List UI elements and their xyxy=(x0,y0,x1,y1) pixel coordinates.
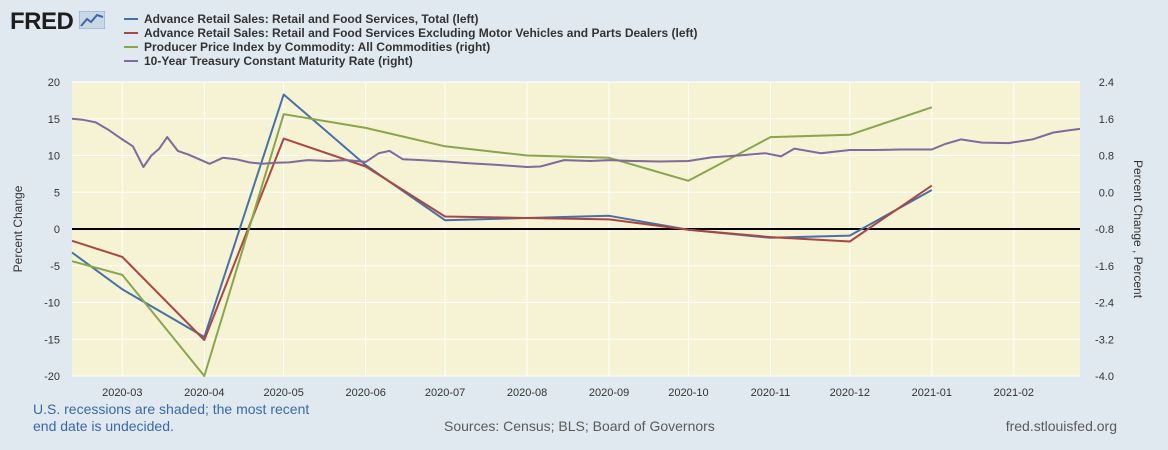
x-axis-tick-label: 2020-08 xyxy=(507,387,547,399)
right-axis-tick-label: 0.0 xyxy=(1099,187,1114,199)
left-axis-tick-label: 20 xyxy=(48,77,60,89)
right-axis-tick-label: 1.6 xyxy=(1099,114,1114,126)
left-axis-tick-label: -5 xyxy=(50,261,60,273)
x-axis-tick-label: 2020-03 xyxy=(102,387,142,399)
legend-label: Producer Price Index by Commodity: All C… xyxy=(144,40,491,54)
series-line-1 xyxy=(71,137,933,341)
sources-text: Sources: Census; BLS; Board of Governors xyxy=(444,418,715,434)
x-axis-tick-label: 2020-09 xyxy=(589,387,629,399)
right-axis-tick-label: 0.8 xyxy=(1099,151,1114,163)
legend-item: Advance Retail Sales: Retail and Food Se… xyxy=(124,12,698,26)
legend-swatch xyxy=(124,32,138,34)
x-axis-tick-label: 2020-05 xyxy=(263,387,303,399)
left-axis-tick-label: -15 xyxy=(44,334,60,346)
site-link[interactable]: fred.stlouisfed.org xyxy=(1005,418,1117,434)
series-line-2 xyxy=(71,106,933,377)
left-axis-tick-label: -10 xyxy=(44,298,60,310)
left-axis-tick-label: 15 xyxy=(48,114,60,126)
legend-item: Advance Retail Sales: Retail and Food Se… xyxy=(124,26,698,40)
legend-label: 10-Year Treasury Constant Maturity Rate … xyxy=(144,54,413,68)
right-axis-tick-label: -3.2 xyxy=(1095,334,1114,346)
right-axis-tick-label: -2.4 xyxy=(1095,298,1114,310)
legend-swatch xyxy=(124,18,138,20)
x-axis-tick-label: 2020-12 xyxy=(830,387,870,399)
x-axis-tick-label: 2020-11 xyxy=(751,387,791,399)
legend-item: Producer Price Index by Commodity: All C… xyxy=(124,40,698,54)
left-axis-tick-label: 10 xyxy=(48,151,60,163)
x-axis-tick-label: 2020-07 xyxy=(425,387,465,399)
right-axis-title: Percent Change , Percent xyxy=(1131,160,1145,299)
recession-note: U.S. recessions are shaded; the most rec… xyxy=(33,401,310,434)
series-line-3 xyxy=(71,117,1081,168)
x-axis-tick-label: 2021-01 xyxy=(912,387,952,399)
x-axis-tick-label: 2020-10 xyxy=(668,387,708,399)
left-axis-tick-label: -20 xyxy=(44,371,60,383)
x-axis-tick-label: 2021-02 xyxy=(994,387,1034,399)
right-axis-tick-label: -4.0 xyxy=(1095,371,1114,383)
fred-logo-text: FRED xyxy=(10,8,74,35)
left-axis-tick-label: 5 xyxy=(54,187,60,199)
left-axis-title: Percent Change xyxy=(11,185,25,272)
right-axis-tick-label: 2.4 xyxy=(1099,77,1114,89)
legend-swatch xyxy=(124,46,138,48)
right-axis-tick-label: -1.6 xyxy=(1095,261,1114,273)
chart-legend: Advance Retail Sales: Retail and Food Se… xyxy=(124,12,698,68)
legend-item: 10-Year Treasury Constant Maturity Rate … xyxy=(124,54,698,68)
legend-swatch xyxy=(124,60,138,62)
legend-label: Advance Retail Sales: Retail and Food Se… xyxy=(144,26,698,40)
left-axis-tick-label: 0 xyxy=(54,224,60,236)
x-axis-tick-label: 2020-06 xyxy=(345,387,385,399)
legend-label: Advance Retail Sales: Retail and Food Se… xyxy=(144,12,479,26)
right-axis-tick-label: -0.8 xyxy=(1095,224,1114,236)
x-axis-tick-label: 2020-04 xyxy=(184,387,224,399)
